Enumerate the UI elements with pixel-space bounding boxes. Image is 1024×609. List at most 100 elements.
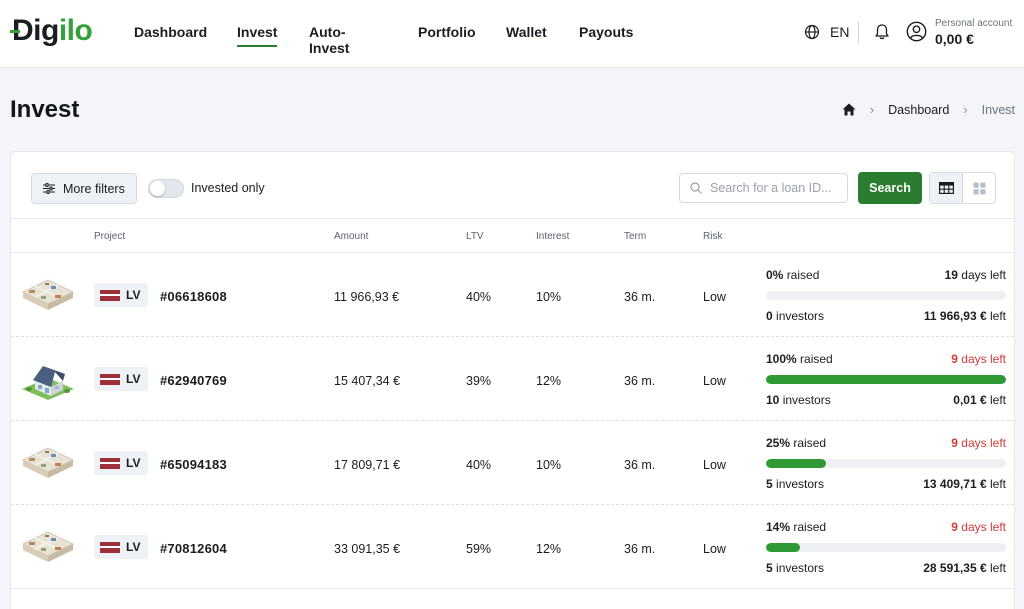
funding-progress-bar (766, 543, 1006, 552)
country-code: LV (126, 372, 141, 386)
project-thumbnail (21, 442, 75, 484)
latvia-flag-icon (100, 541, 120, 553)
nav-item-portfolio[interactable]: Portfolio (418, 24, 476, 40)
funding-details: 10 investors 0,01 € left (766, 393, 1006, 407)
amount-left: 28 591,35 € (923, 561, 987, 575)
language-code: EN (830, 24, 850, 40)
days-left-text: 9 days left (951, 436, 1006, 450)
funding-progress-bar (766, 375, 1006, 384)
loan-interest: 12% (536, 542, 562, 556)
account-menu[interactable]: Personal account 0,00 € (906, 17, 1012, 48)
investors-count: 10 (766, 393, 780, 407)
table-row[interactable]: LV #65094183 17 809,71 € 40% 10% 36 m. L… (11, 422, 1014, 505)
loan-interest: 10% (536, 458, 562, 472)
logo[interactable]: Digilo (12, 14, 93, 48)
days-left-text: 9 days left (951, 520, 1006, 534)
loan-id[interactable]: #65094183 (160, 457, 227, 472)
investors-label: investors (776, 561, 825, 575)
raised-text: 25% raised (766, 436, 826, 450)
nav-item-invest[interactable]: Invest (237, 24, 278, 47)
breadcrumb-invest: Invest (981, 102, 1015, 117)
grid-view-button[interactable] (963, 173, 995, 203)
raised-text: 0% raised (766, 268, 819, 282)
table-row[interactable]: LV #70812604 33 091,35 € 59% 12% 36 m. L… (11, 506, 1014, 589)
amount-left: 11 966,93 € (923, 309, 987, 323)
country-code: LV (126, 288, 141, 302)
loan-term: 36 m. (624, 542, 656, 556)
nav-item-wallet[interactable]: Wallet (506, 24, 547, 40)
loan-id[interactable]: #62940769 (160, 373, 227, 388)
funding-status: 0% raised 19 days left (766, 268, 1006, 282)
invested-only-label: Invested only (191, 181, 265, 195)
project-thumbnail (21, 526, 75, 568)
days-label: days left (961, 268, 1006, 282)
amount-left-text: 28 591,35 € left (923, 561, 1006, 575)
table-row[interactable]: LV #62940769 15 407,34 € 39% 12% 36 m. L… (11, 338, 1014, 421)
view-mode-toggle (929, 172, 996, 204)
breadcrumb-dashboard[interactable]: Dashboard (888, 102, 950, 117)
search-button[interactable]: Search (858, 172, 922, 204)
home-icon[interactable] (842, 103, 856, 116)
latvia-flag-icon (100, 289, 120, 301)
column-header-risk[interactable]: Risk (703, 231, 723, 242)
funding-progress-fill (766, 375, 1006, 384)
country-badge: LV (94, 535, 148, 559)
funding-details: 5 investors 13 409,71 € left (766, 477, 1006, 491)
header-divider (858, 22, 859, 43)
column-header-interest[interactable]: Interest (536, 231, 570, 242)
funding-progress-bar (766, 459, 1006, 468)
column-header-term[interactable]: Term (624, 231, 647, 242)
days-count: 9 (951, 436, 958, 450)
loan-risk: Low (703, 458, 726, 472)
loan-ltv: 39% (466, 374, 492, 388)
amount-left-text: 0,01 € left (953, 393, 1006, 407)
chevron-right-icon: › (963, 102, 968, 117)
loan-id[interactable]: #70812604 (160, 541, 227, 556)
language-selector[interactable]: EN (804, 22, 849, 42)
funding-details: 0 investors 11 966,93 € left (766, 309, 1006, 323)
column-header-ltv[interactable]: LTV (466, 231, 484, 242)
chevron-right-icon: › (869, 102, 875, 117)
globe-icon (804, 24, 820, 40)
apartment-floorplan-image (22, 447, 74, 478)
funding-status: 100% raised 9 days left (766, 352, 1006, 366)
notifications-button[interactable] (872, 22, 892, 42)
loan-ltv: 40% (466, 290, 492, 304)
nav-item-dashboard[interactable]: Dashboard (134, 24, 208, 40)
loan-risk: Low (703, 374, 726, 388)
investors-text: 10 investors (766, 393, 831, 407)
column-header-project[interactable]: Project (94, 231, 126, 242)
more-filters-button[interactable]: More filters (31, 173, 137, 204)
invested-only-toggle[interactable] (148, 179, 184, 198)
days-label: days left (961, 436, 1006, 450)
logo-mark (10, 30, 20, 33)
country-code: LV (126, 456, 141, 470)
latvia-flag-icon (100, 457, 120, 469)
loan-ltv: 40% (466, 458, 492, 472)
raised-percent: 100% (766, 352, 797, 366)
table-icon (938, 182, 954, 194)
account-info: Personal account 0,00 € (935, 17, 1012, 48)
investors-label: investors (782, 393, 831, 407)
more-filters-label: More filters (63, 181, 125, 196)
days-count: 19 (944, 268, 958, 282)
filter-toolbar: More filters Invested only Search (11, 152, 1014, 219)
funding-details: 5 investors 28 591,35 € left (766, 561, 1006, 575)
loan-id[interactable]: #06618608 (160, 289, 227, 304)
nav-item-payouts[interactable]: Payouts (579, 24, 634, 40)
breadcrumb: › Dashboard › Invest (842, 102, 1015, 117)
column-header-amount[interactable]: Amount (334, 231, 369, 242)
loan-amount: 15 407,34 € (334, 374, 401, 388)
table-header: Project Amount LTV Interest Term Risk (11, 219, 1014, 253)
amount-left-label: left (989, 393, 1006, 407)
loan-id-search-input[interactable] (710, 181, 840, 195)
raised-percent: 14% (766, 520, 791, 534)
table-view-button[interactable] (930, 173, 963, 203)
house-image (22, 366, 74, 400)
table-row[interactable]: LV #06618608 11 966,93 € 40% 10% 36 m. L… (11, 254, 1014, 337)
country-badge: LV (94, 283, 148, 307)
investors-text: 5 investors (766, 477, 824, 491)
nav-item-auto-invest[interactable]: Auto-Invest (309, 24, 350, 56)
loan-amount: 17 809,71 € (334, 458, 401, 472)
days-label: days left (961, 352, 1006, 366)
